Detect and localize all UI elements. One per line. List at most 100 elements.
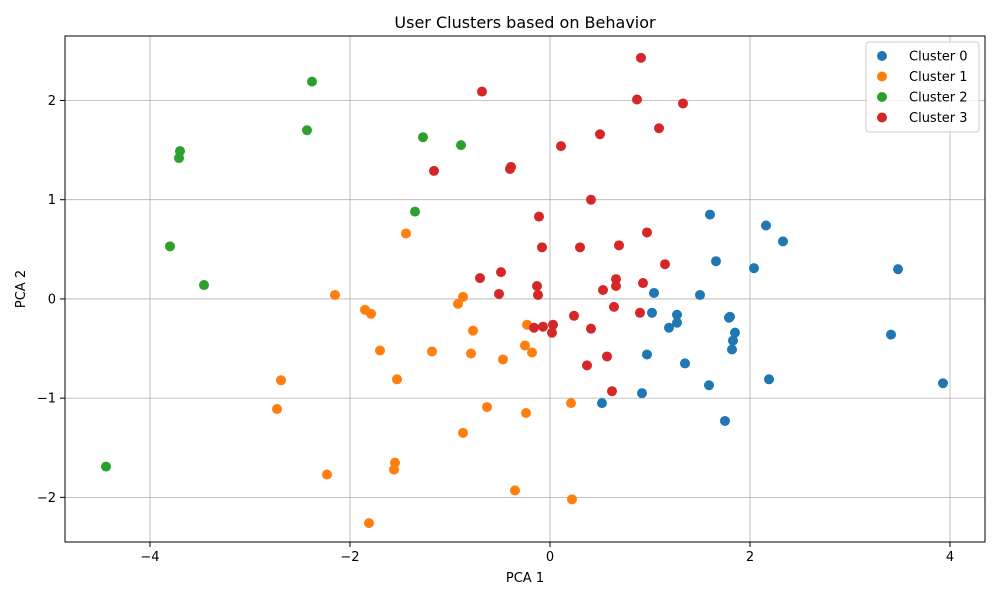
x-axis-label: PCA 1	[506, 571, 544, 586]
legend-label: Cluster 1	[909, 70, 968, 85]
data-point	[547, 327, 557, 338]
data-point	[533, 289, 543, 300]
data-point	[101, 461, 111, 472]
data-point	[695, 289, 705, 300]
data-point	[534, 211, 544, 222]
data-point	[529, 322, 539, 333]
data-point	[607, 386, 617, 397]
series-cluster-2	[101, 76, 466, 472]
data-point	[174, 153, 184, 164]
y-tick-label: −1	[37, 392, 56, 407]
data-point	[548, 319, 558, 330]
data-point	[410, 206, 420, 217]
data-point	[566, 398, 576, 409]
data-point	[458, 427, 468, 438]
x-tick-label: 0	[546, 550, 554, 565]
data-point	[609, 301, 619, 312]
x-tick-label: 4	[946, 550, 954, 565]
data-point	[427, 346, 437, 357]
data-point	[654, 123, 664, 134]
chart-title: User Clusters based on Behavior	[394, 13, 656, 32]
data-point	[642, 227, 652, 238]
data-point	[429, 165, 439, 176]
data-point	[725, 311, 735, 322]
data-point	[498, 354, 508, 365]
series-cluster-1	[272, 228, 577, 529]
data-point	[595, 129, 605, 140]
data-point	[614, 240, 624, 251]
data-point	[165, 241, 175, 252]
data-point	[586, 323, 596, 334]
data-point	[886, 329, 896, 340]
legend: Cluster 0 Cluster 1 Cluster 2 Cluster 3	[865, 41, 980, 133]
data-point	[720, 415, 730, 426]
data-point	[611, 281, 621, 292]
data-point	[678, 98, 688, 109]
y-axis-label: PCA 2	[14, 270, 29, 308]
data-point	[582, 360, 592, 371]
data-point	[647, 307, 657, 318]
data-point	[375, 345, 385, 356]
data-point	[632, 94, 642, 105]
data-point	[636, 52, 646, 63]
series-cluster-0	[597, 209, 948, 426]
legend-label: Cluster 3	[909, 111, 968, 126]
data-point	[468, 325, 478, 336]
data-point	[307, 76, 317, 87]
data-point	[728, 335, 738, 346]
grid-lines	[65, 36, 985, 542]
data-point	[366, 308, 376, 319]
data-point	[638, 278, 648, 289]
data-point	[456, 140, 466, 151]
legend-marker	[877, 92, 887, 102]
data-point	[705, 209, 715, 220]
x-tick-label: −4	[140, 550, 159, 565]
data-point	[597, 398, 607, 409]
data-point	[532, 281, 542, 292]
data-point	[680, 358, 690, 369]
x-tick-label: −2	[340, 550, 359, 565]
data-point	[510, 485, 520, 496]
data-point	[778, 236, 788, 247]
data-point	[272, 404, 282, 415]
data-point	[477, 86, 487, 97]
data-point	[575, 242, 585, 253]
data-point	[520, 340, 530, 351]
data-point	[302, 125, 312, 136]
legend-marker	[877, 112, 887, 123]
data-point	[602, 351, 612, 362]
data-point	[660, 259, 670, 270]
data-point	[521, 408, 531, 419]
data-point	[556, 141, 566, 152]
data-point	[505, 163, 515, 174]
data-point	[938, 378, 948, 389]
data-point	[466, 348, 476, 359]
y-tick-label: −2	[37, 491, 56, 506]
axis-ticks: −4 −2 0 2 4 −2 −1 0 1 2	[37, 94, 954, 565]
data-point	[672, 317, 682, 328]
series-cluster-3	[429, 52, 688, 397]
data-point	[704, 380, 714, 391]
y-tick-label: 0	[48, 292, 56, 307]
data-point	[322, 469, 332, 480]
data-point	[764, 374, 774, 385]
data-point	[730, 327, 740, 338]
data-point	[649, 287, 659, 298]
data-point	[538, 321, 548, 332]
data-point	[727, 344, 737, 355]
legend-marker	[877, 51, 887, 61]
data-point	[527, 347, 537, 358]
data-point	[199, 280, 209, 291]
data-point	[637, 388, 647, 399]
data-point	[761, 220, 771, 231]
legend-box	[865, 41, 980, 133]
data-point	[586, 194, 596, 205]
y-tick-label: 1	[48, 193, 56, 208]
data-point	[598, 284, 608, 295]
data-point	[330, 289, 340, 300]
data-point	[276, 375, 286, 386]
data-point	[711, 256, 721, 267]
data-point	[475, 273, 485, 284]
data-points	[101, 52, 948, 529]
